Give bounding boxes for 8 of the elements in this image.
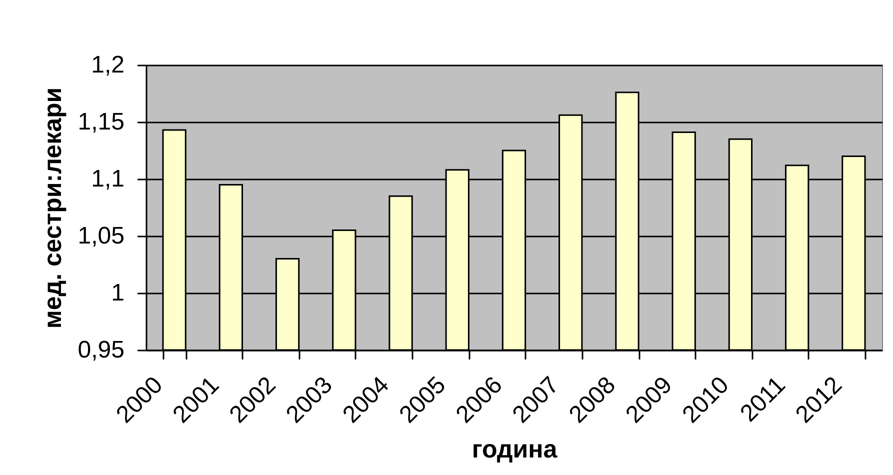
y-tick-label: 1,1	[91, 166, 124, 192]
y-axis-title: мед. сестри:лекари	[38, 87, 67, 329]
y-tick-label: 1	[111, 280, 124, 306]
y-tick-label: 1,2	[91, 52, 124, 78]
x-axis-title: година	[472, 436, 558, 464]
y-tick-label: 1,05	[78, 222, 124, 250]
y-tick-label: 1,15	[78, 108, 124, 136]
y-tick-label: 0,95	[78, 336, 124, 364]
